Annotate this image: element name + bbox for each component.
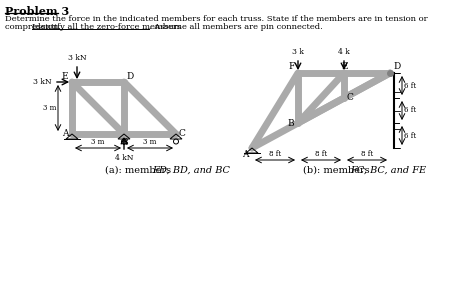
- Text: (b): members: (b): members: [303, 166, 373, 175]
- Text: 8 ft: 8 ft: [361, 151, 373, 158]
- Text: FC, BC, and FE: FC, BC, and FE: [350, 166, 426, 175]
- Text: 3 m: 3 m: [143, 139, 157, 146]
- Text: compression.: compression.: [5, 23, 64, 31]
- Text: 3 k: 3 k: [292, 48, 304, 56]
- Text: 6 ft: 6 ft: [404, 131, 416, 140]
- Text: C: C: [179, 128, 186, 137]
- Text: D: D: [393, 62, 400, 71]
- Text: E: E: [61, 72, 68, 81]
- Text: (a): members: (a): members: [105, 166, 174, 175]
- Text: 3 m: 3 m: [91, 139, 105, 146]
- Text: Determine the force in the indicated members for each truss. State if the member: Determine the force in the indicated mem…: [5, 15, 428, 23]
- Text: A: A: [243, 150, 249, 159]
- Text: C: C: [347, 94, 354, 103]
- Text: E: E: [342, 62, 348, 71]
- Text: 6 ft: 6 ft: [404, 82, 416, 89]
- Text: 8 ft: 8 ft: [315, 151, 327, 158]
- Text: Identify all the zero-force members: Identify all the zero-force members: [32, 23, 181, 31]
- Text: B: B: [287, 118, 294, 127]
- Text: D: D: [126, 72, 133, 81]
- Text: 8 ft: 8 ft: [269, 151, 281, 158]
- Text: 3 kN: 3 kN: [33, 78, 52, 86]
- Text: B: B: [122, 138, 128, 147]
- Text: A: A: [63, 130, 69, 139]
- Text: 4 kN: 4 kN: [115, 154, 133, 162]
- Text: 4 k: 4 k: [338, 48, 350, 56]
- Text: F: F: [289, 62, 295, 71]
- Text: ED, BD, and BC: ED, BD, and BC: [152, 166, 230, 175]
- Text: 3 m: 3 m: [43, 104, 56, 112]
- Text: . Assume all members are pin connected.: . Assume all members are pin connected.: [149, 23, 323, 31]
- Text: Problem 3: Problem 3: [5, 6, 69, 17]
- Text: 3 kN: 3 kN: [68, 54, 86, 62]
- Text: 6 ft: 6 ft: [404, 106, 416, 115]
